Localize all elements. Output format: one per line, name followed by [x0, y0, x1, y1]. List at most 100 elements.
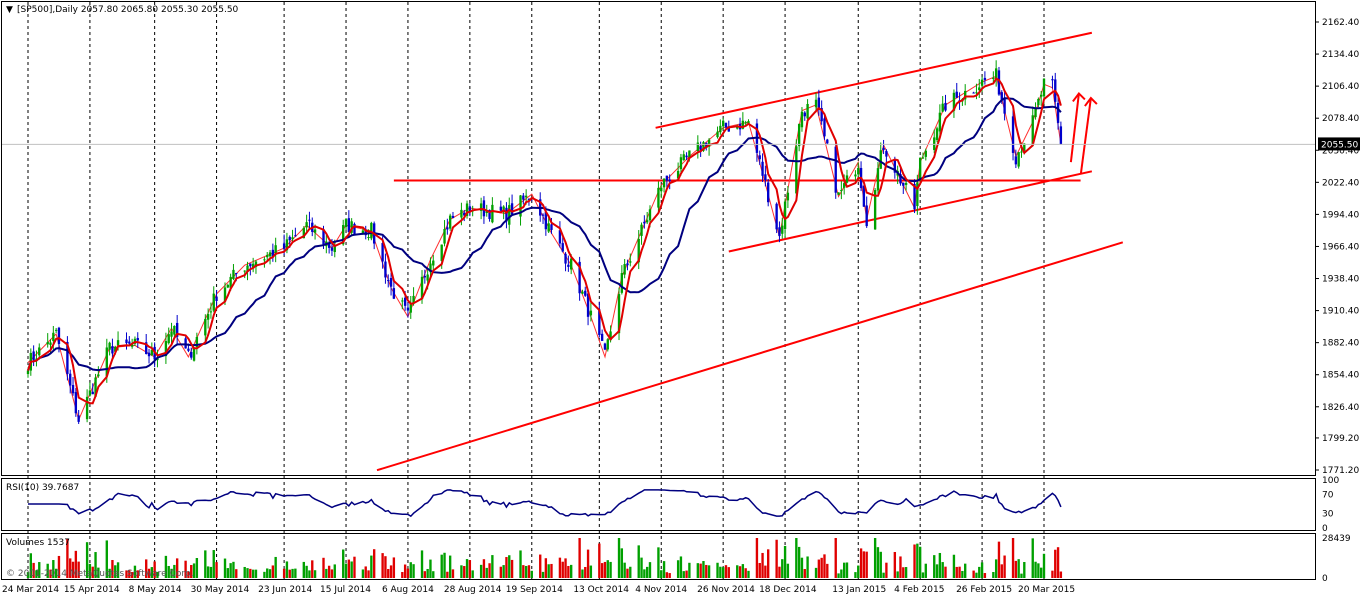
candle-body	[330, 247, 334, 251]
candle-body	[629, 261, 632, 263]
volume-tick-label: 28439	[1322, 534, 1351, 544]
candle-body	[282, 243, 286, 249]
volume-bar	[49, 569, 52, 578]
candle-body	[74, 392, 78, 414]
volume-bar	[584, 566, 587, 578]
candle-body	[451, 215, 455, 218]
candle-body	[665, 175, 669, 181]
volume-bar	[561, 561, 564, 578]
volume-bar	[778, 566, 781, 578]
volume-bar	[105, 540, 108, 578]
candle-body	[229, 276, 232, 288]
x-tick-label: 26 Feb 2015	[956, 585, 1012, 595]
volume-bar	[609, 561, 612, 578]
volume-bar	[1023, 562, 1026, 578]
volume-bar	[212, 550, 215, 578]
candle-body	[992, 77, 995, 79]
candle-body	[857, 168, 860, 175]
vertical-grid	[27, 2, 1045, 579]
watermark: © 2001-2014 MetaQuotes Software Corp.	[6, 569, 194, 579]
volume-bar	[170, 568, 173, 578]
candle-body	[893, 159, 897, 173]
volume-bar	[114, 565, 117, 578]
candle-body	[873, 190, 877, 230]
candle-body	[550, 224, 553, 230]
candle-body	[46, 342, 49, 345]
x-tick-label: 28 Aug 2014	[444, 585, 502, 595]
trend-channel-lines	[376, 31, 1124, 472]
candle-body	[235, 272, 238, 274]
x-tick-label: 4 Feb 2015	[894, 585, 944, 595]
candle-body	[353, 223, 356, 234]
rsi-tick-label: 30	[1322, 510, 1334, 520]
volume-bar	[266, 568, 269, 578]
volume-bar	[74, 550, 78, 578]
candle-body	[904, 182, 908, 185]
candle-body	[69, 373, 72, 386]
volume-bar	[460, 565, 463, 578]
y-tick-label: 2022.40	[1322, 178, 1359, 188]
candle-body	[679, 157, 683, 170]
volume-bar	[491, 555, 494, 578]
candle-body	[637, 238, 640, 263]
candle-body	[130, 344, 134, 347]
volume-bar	[156, 571, 159, 578]
volume-bar	[758, 562, 761, 578]
y-tick-label: 2078.40	[1322, 114, 1359, 124]
candle-body	[724, 122, 728, 128]
candle-body	[719, 125, 722, 133]
candle-body	[412, 295, 415, 303]
chart-menu-icon[interactable]: ▼	[6, 5, 13, 15]
volume-bar	[209, 566, 213, 578]
candle-body	[209, 311, 213, 313]
candle-body	[561, 243, 564, 252]
volume-bar	[820, 557, 823, 578]
volume-bar	[448, 555, 452, 578]
candle-body	[600, 333, 604, 341]
volume-bar	[440, 554, 443, 578]
volume-bar	[837, 573, 840, 578]
candle-body	[446, 227, 449, 230]
candle-body	[288, 236, 291, 241]
volume-bar	[479, 564, 483, 578]
volume-bar	[944, 566, 947, 578]
volume-panel	[1, 533, 1316, 580]
candle-body	[263, 259, 266, 261]
candle-body	[938, 112, 942, 132]
arrow-head	[1084, 96, 1098, 107]
volume-bar	[539, 554, 542, 578]
volume-bar	[26, 572, 30, 578]
price-axis: 2162.40 2134.40 2106.40 2078.40 2050.40 2022.…	[1315, 18, 1359, 476]
volume-bar	[727, 567, 730, 578]
volume-bar	[54, 568, 58, 578]
volume-bar	[66, 538, 69, 578]
candle-body	[797, 123, 801, 147]
volume-bar	[716, 562, 719, 578]
volume-bar	[586, 549, 590, 578]
candle-body	[865, 205, 868, 227]
arrow-shaft	[1069, 93, 1080, 163]
candle-body	[333, 245, 336, 253]
candle-body	[291, 237, 294, 240]
candle-body	[941, 103, 944, 112]
candle-body	[918, 157, 922, 180]
volume-bar	[629, 566, 632, 578]
candle-body	[342, 225, 345, 245]
candle-body	[913, 183, 916, 210]
volume-bar	[305, 565, 308, 578]
candle-body	[26, 370, 30, 375]
volume-bar	[589, 565, 593, 578]
candle-body	[116, 340, 120, 346]
candle-body	[581, 291, 584, 294]
candle-body	[409, 303, 412, 313]
volume-bar	[781, 559, 784, 578]
candle-body	[1020, 151, 1023, 153]
candle-body	[49, 342, 52, 345]
volume-bar	[1056, 547, 1060, 578]
candle-body	[558, 230, 562, 244]
candle-body	[167, 334, 170, 344]
candle-body	[527, 199, 531, 201]
volume-bar	[1040, 567, 1043, 578]
candle-body	[145, 342, 148, 354]
